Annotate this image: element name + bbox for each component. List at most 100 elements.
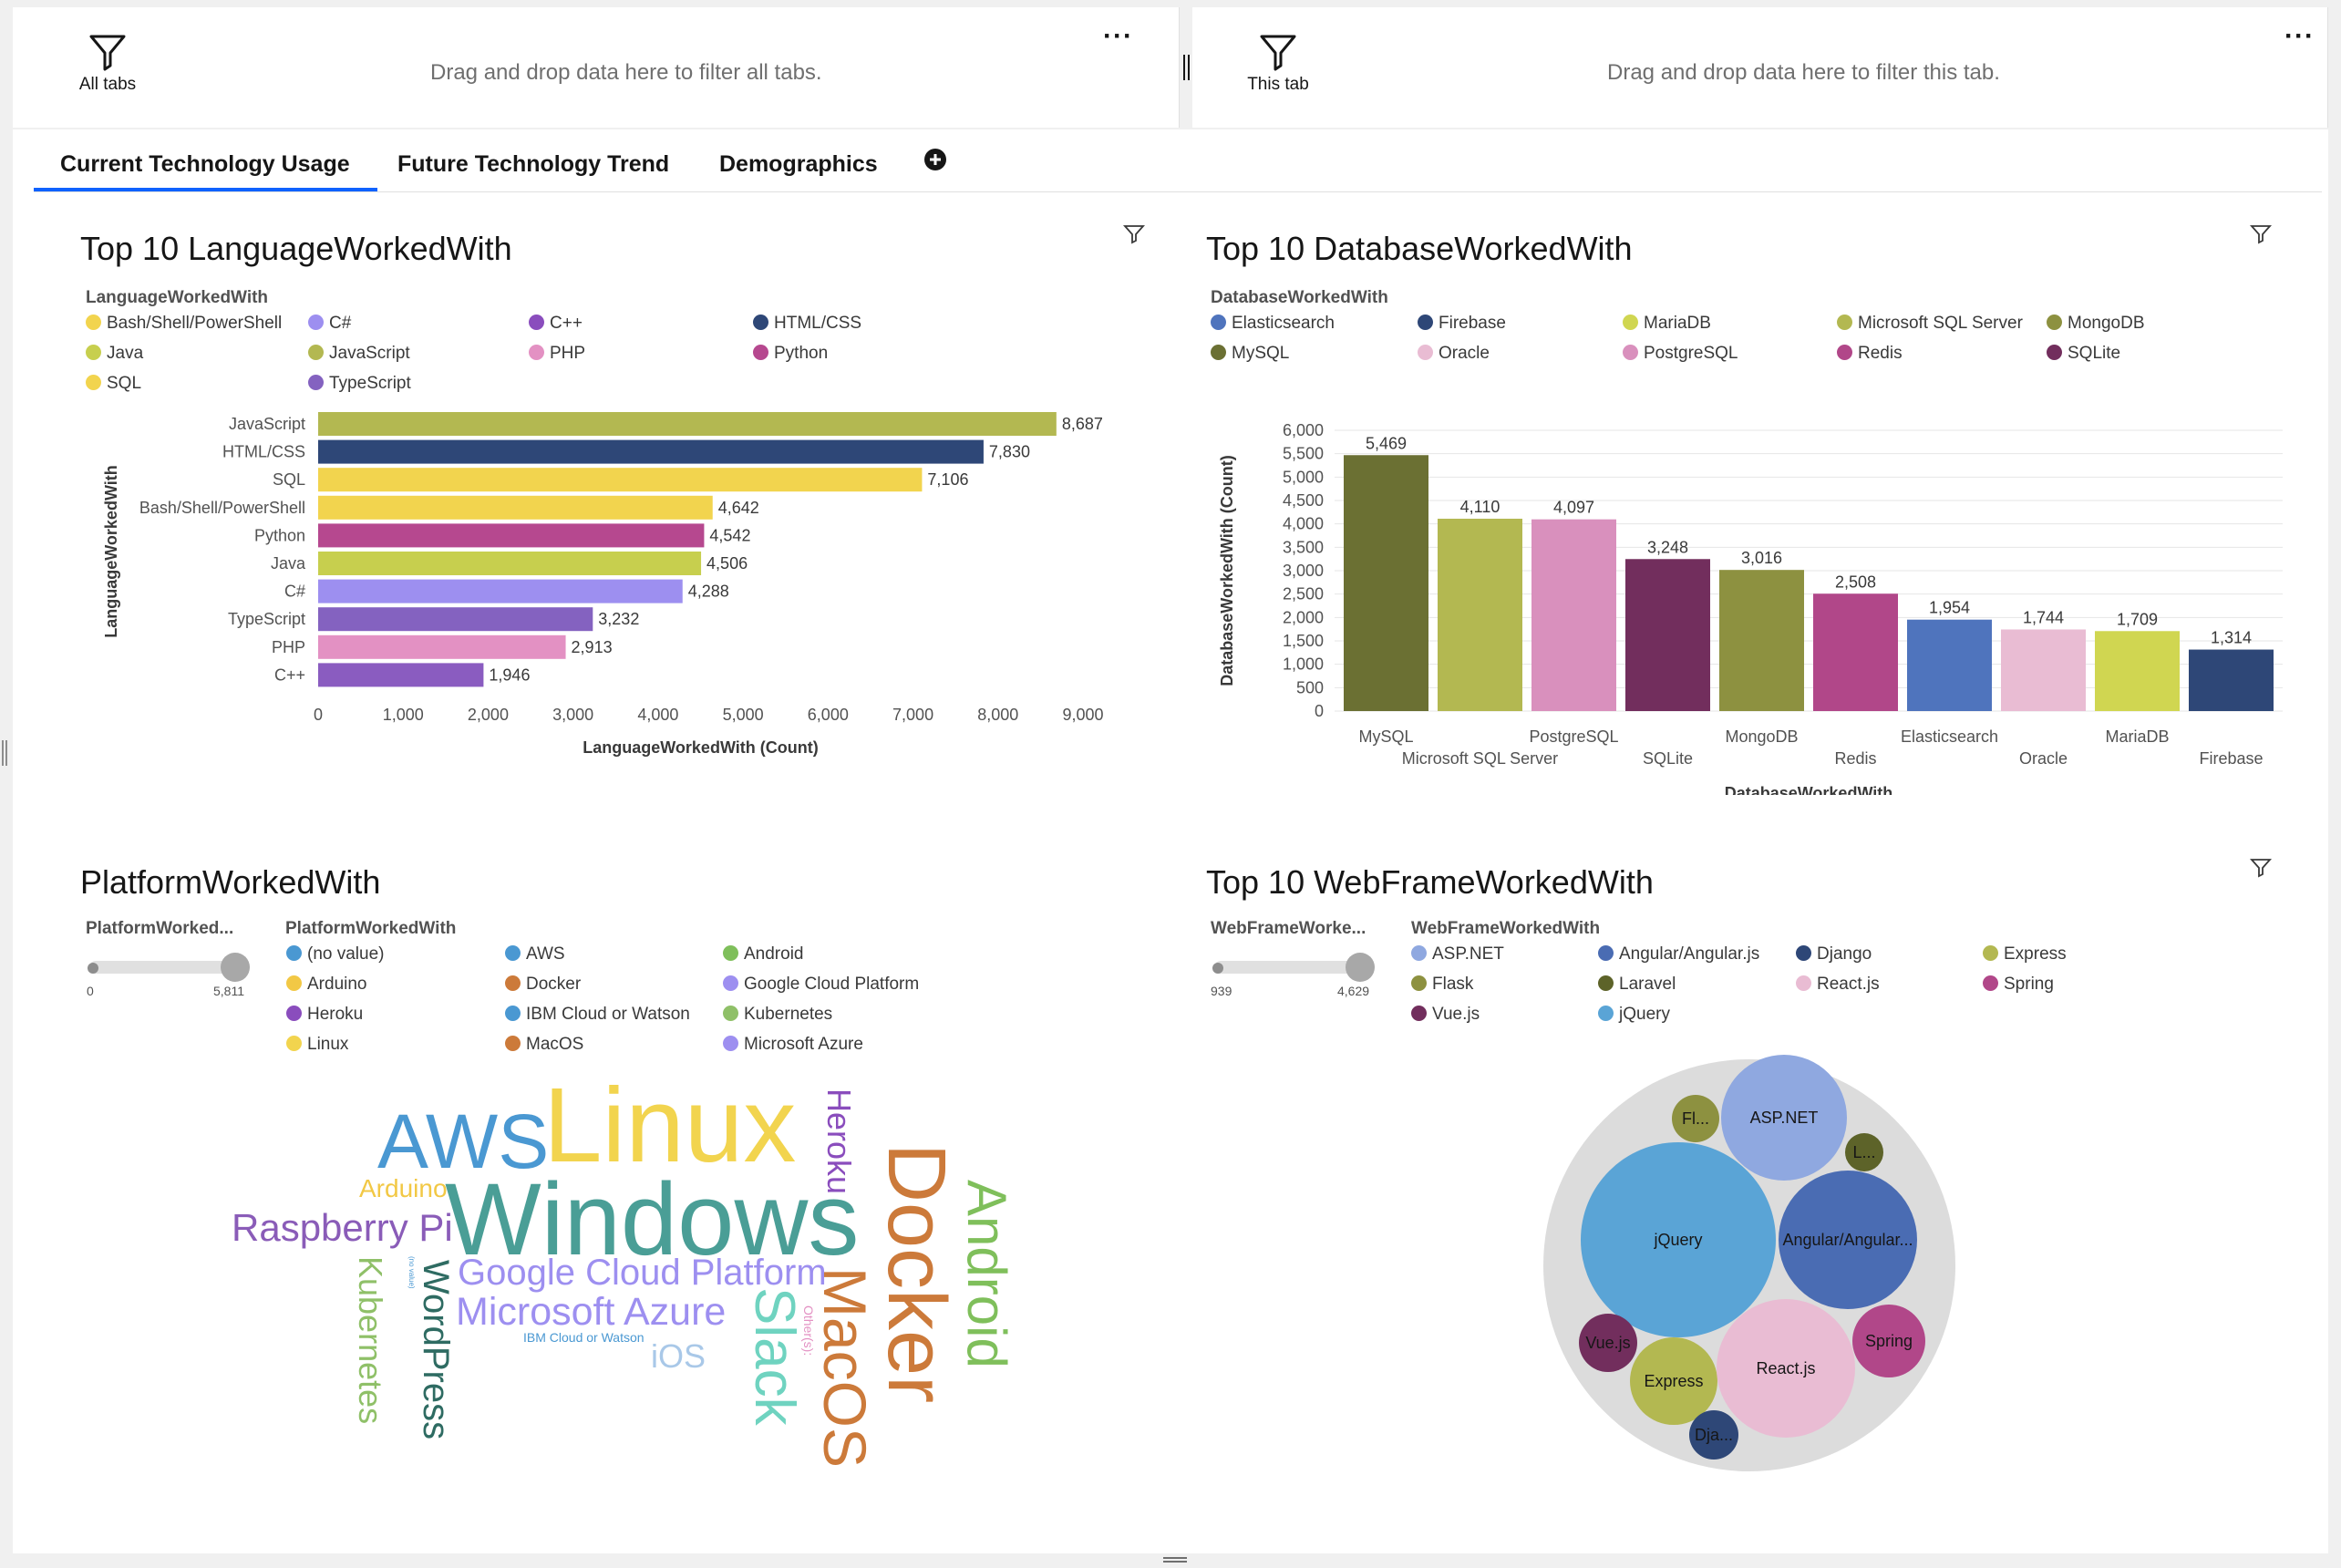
webframe-legend-item-angular-angular-js[interactable]: Angular/Angular.js (1598, 944, 1759, 965)
webframe-legend-item-django[interactable]: Django (1796, 944, 1872, 965)
bar-java[interactable] (318, 552, 702, 575)
database-legend-item-mariadb[interactable]: MariaDB (1623, 314, 1711, 334)
all-tabs-dropzone[interactable]: Drag and drop data here to filter all ta… (430, 60, 822, 85)
webframe-slider-min-handle[interactable] (1212, 963, 1223, 974)
cloud-word-kubernetes[interactable]: Kubernetes (352, 1256, 389, 1425)
webframe-legend-item-jquery[interactable]: jQuery (1598, 1005, 1670, 1025)
language-legend-item-javascript[interactable]: JavaScript (308, 344, 410, 364)
add-tab-icon[interactable] (923, 148, 947, 176)
bar-c[interactable] (318, 579, 683, 603)
bar-sqlite[interactable] (1625, 559, 1710, 711)
side-handle-icon[interactable] (2, 740, 7, 766)
platform-range-slider[interactable] (89, 961, 246, 974)
webframe-legend-item-flask[interactable]: Flask (1411, 975, 1473, 995)
database-legend-item-elasticsearch[interactable]: Elasticsearch (1211, 314, 1335, 334)
cloud-word-ibm-cloud[interactable]: IBM Cloud or Watson (523, 1330, 645, 1345)
platform-slider-max-handle[interactable] (221, 953, 250, 982)
this-tab-dropzone[interactable]: Drag and drop data here to filter this t… (1607, 60, 2000, 85)
bubble-react-js[interactable] (1717, 1299, 1855, 1438)
all-tabs-filter[interactable]: All tabs (49, 33, 166, 95)
bar-html-css[interactable] (318, 439, 984, 464)
bar-postgresql[interactable] (1531, 519, 1616, 711)
resize-handle-icon[interactable] (1163, 1557, 1187, 1563)
platform-legend-item-no-value[interactable]: (no value) (286, 944, 385, 965)
bar-mysql[interactable] (1344, 455, 1428, 711)
platform-legend-item-macos[interactable]: MacOS (505, 1035, 583, 1055)
database-legend-item-sqlite[interactable]: SQLite (2047, 344, 2120, 364)
this-tab-filter[interactable]: This tab (1220, 33, 1336, 95)
language-legend-item-typescript[interactable]: TypeScript (308, 374, 411, 394)
language-legend-item-c[interactable]: C# (308, 314, 351, 334)
cloud-word-microsoft-azure[interactable]: Microsoft Azure (456, 1290, 727, 1334)
database-legend-item-mongodb[interactable]: MongoDB (2047, 314, 2145, 334)
cloud-word-raspberry-pi[interactable]: Raspberry Pi (232, 1206, 453, 1249)
database-legend-item-firebase[interactable]: Firebase (1418, 314, 1506, 334)
cloud-word-macos[interactable]: MacOS (811, 1267, 879, 1469)
platform-legend-item-linux[interactable]: Linux (286, 1035, 348, 1055)
tab-demographics[interactable]: Demographics (719, 151, 878, 177)
bubble-asp-net[interactable] (1721, 1055, 1847, 1181)
bar-python[interactable] (318, 523, 705, 548)
bubble-jquery[interactable] (1581, 1142, 1776, 1337)
platform-legend-item-google-cloud-platform[interactable]: Google Cloud Platform (723, 975, 919, 995)
language-legend-item-java[interactable]: Java (86, 344, 143, 364)
cloud-word-docker[interactable]: Docker (871, 1143, 962, 1404)
webframe-legend-item-spring[interactable]: Spring (1983, 975, 2054, 995)
platform-slider-min-handle[interactable] (88, 963, 98, 974)
database-legend-item-redis[interactable]: Redis (1837, 344, 1903, 364)
bar-mariadb[interactable] (2095, 631, 2180, 711)
platform-legend-item-microsoft-azure[interactable]: Microsoft Azure (723, 1035, 863, 1055)
cloud-word-windows[interactable]: Windows (445, 1162, 860, 1276)
cloud-word-slack[interactable]: Slack (743, 1287, 806, 1426)
language-legend-item-sql[interactable]: SQL (86, 374, 141, 394)
bar-elasticsearch[interactable] (1907, 619, 1992, 711)
cloud-word-ios[interactable]: iOS (651, 1337, 706, 1375)
platform-legend-item-ibm-cloud-or-watson[interactable]: IBM Cloud or Watson (505, 1005, 690, 1025)
database-chart-filter-icon[interactable] (2249, 223, 2273, 250)
database-legend-item-mysql[interactable]: MySQL (1211, 344, 1289, 364)
platform-legend-item-arduino[interactable]: Arduino (286, 975, 367, 995)
all-tabs-more-icon[interactable]: ··· (1103, 21, 1133, 51)
webframe-legend-item-laravel[interactable]: Laravel (1598, 975, 1676, 995)
platform-legend-item-docker[interactable]: Docker (505, 975, 581, 995)
cloud-word-linux[interactable]: Linux (543, 1066, 797, 1184)
webframe-legend-item-vue-js[interactable]: Vue.js (1411, 1005, 1480, 1025)
bar-sql[interactable] (318, 468, 923, 492)
bar-c[interactable] (318, 663, 484, 687)
bar-javascript[interactable] (318, 412, 1057, 436)
bar-php[interactable] (318, 634, 566, 659)
bar-typescript[interactable] (318, 607, 593, 632)
cloud-word-wordpress[interactable]: WordPress (416, 1260, 456, 1440)
webframe-slider-max-handle[interactable] (1346, 953, 1375, 982)
this-tab-more-icon[interactable]: ··· (2284, 21, 2315, 51)
webframe-range-slider[interactable] (1214, 961, 1371, 974)
platform-legend-item-kubernetes[interactable]: Kubernetes (723, 1005, 832, 1025)
language-legend-item-python[interactable]: Python (753, 344, 828, 364)
bubble-vue-js[interactable] (1579, 1314, 1637, 1372)
cloud-word-no-value[interactable]: (no value) (407, 1256, 416, 1289)
cloud-word-arduino[interactable]: Arduino (359, 1174, 448, 1202)
bubble-express[interactable] (1630, 1337, 1717, 1425)
bar-redis[interactable] (1813, 593, 1898, 711)
language-legend-item-bash-shell-powershell[interactable]: Bash/Shell/PowerShell (86, 314, 282, 334)
language-legend-item-php[interactable]: PHP (529, 344, 585, 364)
bubble-laravel[interactable] (1845, 1133, 1883, 1171)
bubble-angular-angular-js[interactable] (1779, 1171, 1917, 1309)
webframe-legend-item-asp-net[interactable]: ASP.NET (1411, 944, 1504, 965)
bar-oracle[interactable] (2001, 629, 2086, 711)
tab-current-technology-usage[interactable]: Current Technology Usage (60, 151, 350, 177)
bar-mongodb[interactable] (1719, 570, 1804, 711)
bubble-django[interactable] (1689, 1410, 1738, 1460)
bar-microsoft-sql-server[interactable] (1438, 519, 1522, 711)
platform-legend-item-heroku[interactable]: Heroku (286, 1005, 363, 1025)
platform-legend-item-aws[interactable]: AWS (505, 944, 565, 965)
database-legend-item-microsoft-sql-server[interactable]: Microsoft SQL Server (1837, 314, 2023, 334)
cloud-word-android[interactable]: Android (956, 1180, 1017, 1368)
cloud-word-google-cloud-platform[interactable]: Google Cloud Platform (458, 1253, 827, 1293)
webframe-legend-item-express[interactable]: Express (1983, 944, 2067, 965)
language-legend-item-c[interactable]: C++ (529, 314, 583, 334)
database-legend-item-postgresql[interactable]: PostgreSQL (1623, 344, 1738, 364)
tab-future-technology-trend[interactable]: Future Technology Trend (397, 151, 670, 177)
bubble-spring[interactable] (1852, 1305, 1925, 1377)
bubble-flask[interactable] (1672, 1095, 1719, 1142)
